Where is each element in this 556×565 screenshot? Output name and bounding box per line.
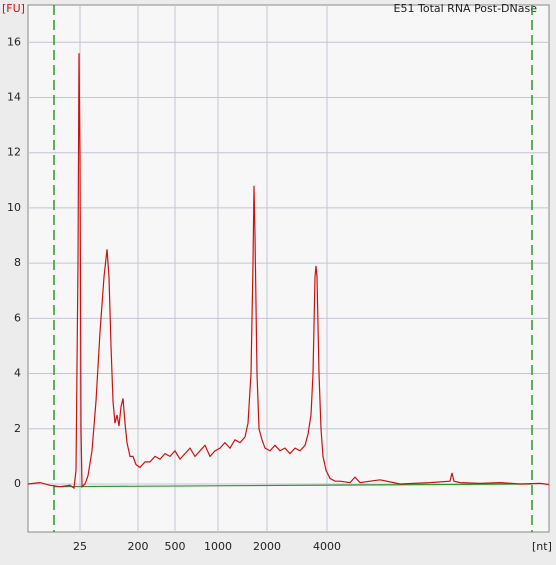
y-tick-label: 4 [14, 367, 21, 380]
x-tick-label: 25 [73, 540, 87, 553]
trace-line [27, 53, 550, 490]
y-tick-label: 6 [14, 311, 21, 324]
x-tick-label: 4000 [313, 540, 341, 553]
y-tick-label: 16 [7, 35, 21, 48]
x-tick-label: 200 [128, 540, 149, 553]
y-tick-label: 14 [7, 90, 21, 103]
y-tick-label: 10 [7, 201, 21, 214]
plot-area [27, 4, 550, 533]
y-axis-label: [FU] [2, 2, 25, 15]
chart-title: E51 Total RNA Post-DNase [394, 2, 538, 15]
y-tick-label: 8 [14, 256, 21, 269]
y-tick-label: 2 [14, 422, 21, 435]
x-axis-label: [nt] [532, 540, 552, 553]
y-tick-label: 0 [14, 477, 21, 490]
x-tick-label: 500 [165, 540, 186, 553]
x-tick-label: 2000 [253, 540, 281, 553]
baseline [53, 483, 533, 488]
marks [27, 5, 550, 532]
y-tick-label: 12 [7, 146, 21, 159]
x-tick-label: 1000 [204, 540, 232, 553]
